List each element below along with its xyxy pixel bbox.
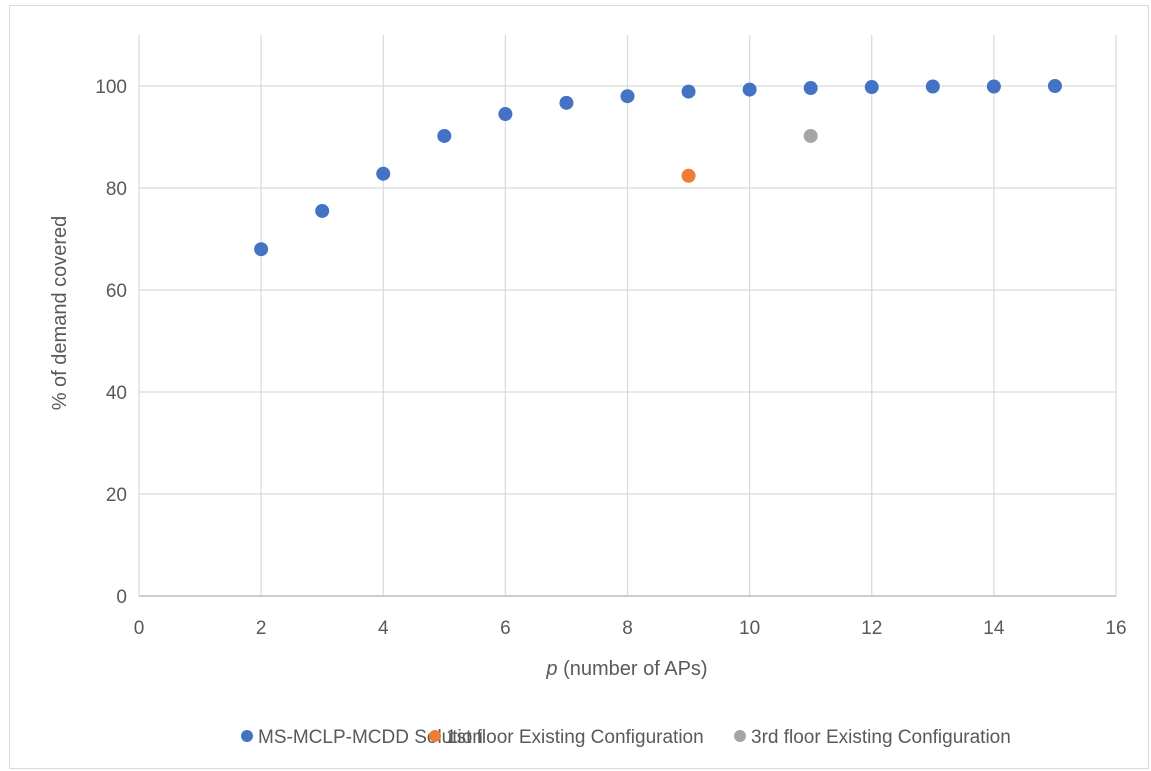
x-axis-title-rest: (number of APs) — [558, 658, 708, 680]
data-point-series-0 — [1047, 79, 1062, 93]
x-tick-label: 8 — [622, 618, 633, 639]
legend-marker-2 — [734, 730, 746, 742]
x-axis-title: p (number of APs) — [545, 658, 707, 680]
x-tick-label: 4 — [378, 618, 389, 639]
y-tick-label: 20 — [106, 485, 127, 506]
axis-layer: 0 2 4 6 8 10 12 14 16 0 20 40 60 80 100 — [95, 77, 1126, 639]
data-point-series-0 — [376, 166, 391, 181]
data-point-series-0 — [803, 81, 818, 96]
legend-item-0: MS-MCLP-MCDD Solution — [241, 727, 483, 748]
y-tick-label: 60 — [106, 281, 127, 302]
legend-marker-1 — [429, 730, 441, 742]
data-point-series-1 — [681, 168, 696, 183]
point-layer — [254, 79, 1062, 257]
x-tick-label: 12 — [861, 618, 882, 639]
legend-marker-0 — [241, 730, 253, 742]
data-point-series-0 — [986, 79, 1001, 94]
x-tick-label: 10 — [739, 618, 760, 639]
x-axis-title-variable: p — [545, 658, 557, 680]
data-point-series-0 — [559, 95, 574, 110]
legend-label-2: 3rd floor Existing Configuration — [751, 727, 1011, 748]
y-tick-label: 40 — [106, 383, 127, 404]
x-tick-label: 0 — [134, 618, 145, 639]
x-tick-label: 14 — [983, 618, 1005, 639]
data-point-series-2 — [803, 128, 818, 143]
data-point-series-0 — [681, 84, 696, 99]
data-point-series-0 — [498, 107, 513, 122]
data-point-series-0 — [315, 203, 330, 218]
data-point-series-0 — [864, 80, 879, 95]
chart-frame — [9, 5, 1149, 769]
x-tick-label: 6 — [500, 618, 511, 639]
y-axis-title: % of demand covered — [49, 216, 71, 411]
y-tick-label: 80 — [106, 179, 127, 200]
grid-layer — [138, 35, 1117, 597]
data-point-series-0 — [620, 89, 635, 104]
legend-item-1: 1st floor Existing Configuration — [429, 727, 704, 748]
legend-label-0: MS-MCLP-MCDD Solution — [258, 727, 483, 748]
data-point-series-0 — [437, 128, 452, 143]
y-tick-label: 100 — [95, 77, 127, 98]
x-tick-label: 16 — [1105, 618, 1126, 639]
legend-label-1: 1st floor Existing Configuration — [446, 727, 704, 748]
y-tick-label: 0 — [116, 587, 127, 608]
legend-item-2: 3rd floor Existing Configuration — [734, 727, 1011, 748]
data-point-series-0 — [254, 242, 269, 257]
data-point-series-0 — [742, 82, 757, 97]
x-tick-label: 2 — [256, 618, 267, 639]
legend: MS-MCLP-MCDD Solution 1st floor Existing… — [241, 727, 1011, 748]
data-point-series-0 — [925, 79, 940, 94]
